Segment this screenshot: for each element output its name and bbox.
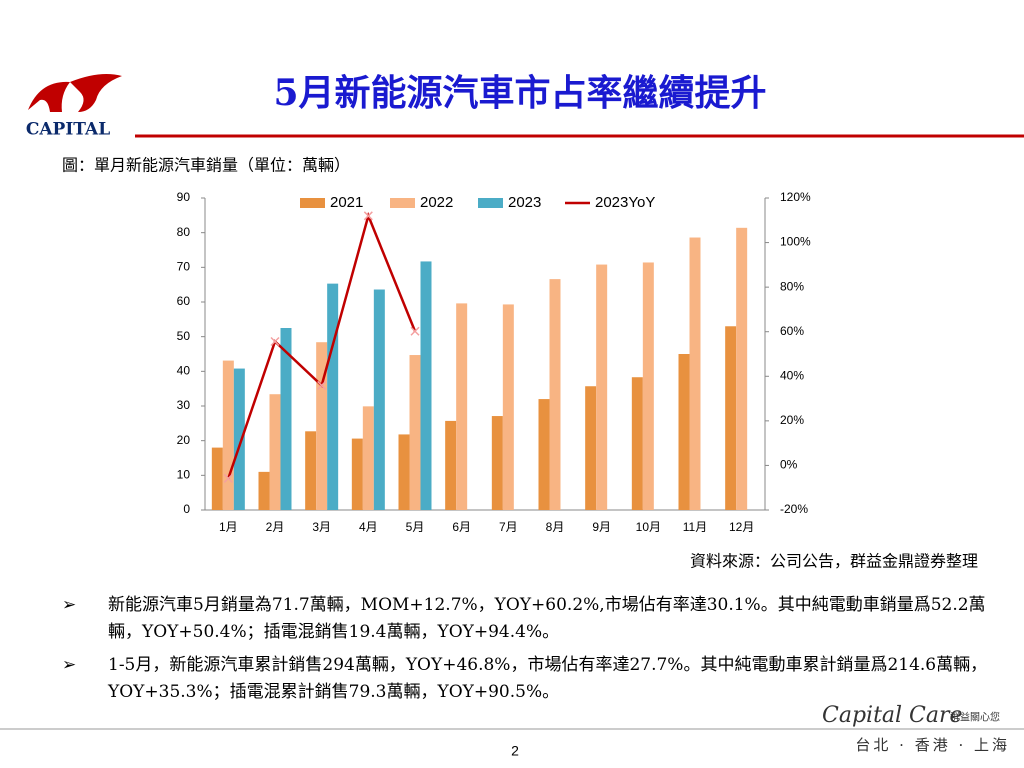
legend-swatch	[300, 198, 325, 208]
bar	[269, 394, 281, 510]
y2-tick-label: 80%	[780, 279, 804, 293]
y2-tick-label: 20%	[780, 413, 804, 427]
bar	[362, 406, 374, 510]
y-tick-label: 20	[177, 433, 191, 447]
x-tick-label: 12月	[729, 520, 754, 534]
bar	[373, 289, 385, 510]
y2-tick-label: 100%	[780, 235, 811, 249]
bullet-marker: ➢	[62, 655, 77, 675]
x-tick-label: 1月	[219, 520, 238, 534]
bar	[445, 420, 457, 510]
legend-label: 2022	[420, 194, 453, 211]
bar	[689, 237, 701, 510]
bar	[409, 355, 421, 510]
y-tick-label: 10	[177, 468, 191, 482]
bar	[736, 227, 748, 510]
bar	[538, 399, 550, 510]
y-tick-label: 0	[183, 502, 190, 516]
bullet-marker: ➢	[62, 595, 77, 615]
bar	[398, 434, 410, 510]
bar	[678, 354, 690, 510]
chart-caption: 圖：單月新能源汽車銷量（單位：萬輛）	[62, 156, 350, 175]
y-tick-label: 40	[177, 364, 191, 378]
footer-slogan: 群益關心您	[950, 711, 1000, 724]
point-marker	[317, 380, 327, 390]
bar	[642, 262, 654, 510]
y2-tick-label: 40%	[780, 368, 804, 382]
bar	[351, 438, 363, 510]
x-tick-label: 4月	[359, 520, 378, 534]
y2-tick-label: 0%	[780, 458, 798, 472]
point-marker	[363, 211, 373, 221]
logo-mark	[28, 81, 70, 112]
bar	[280, 328, 292, 510]
x-tick-label: 7月	[499, 520, 518, 534]
x-tick-label: 8月	[546, 520, 565, 534]
bar	[502, 304, 514, 510]
bar	[491, 416, 503, 510]
y-tick-label: 90	[177, 190, 191, 204]
bar	[420, 261, 432, 510]
bar	[327, 283, 339, 510]
legend-label: 2023YoY	[595, 194, 655, 211]
y-tick-label: 30	[177, 398, 191, 412]
legend-swatch	[390, 198, 415, 208]
y2-tick-label: 60%	[780, 324, 804, 338]
footer-cities: 台北 · 香港 · 上海	[855, 736, 1010, 754]
bar	[222, 360, 234, 510]
bar	[725, 326, 737, 510]
x-tick-label: 3月	[312, 520, 331, 534]
point-marker	[223, 473, 233, 483]
y2-tick-label: -20%	[780, 502, 808, 516]
y2-tick-label: 120%	[780, 190, 811, 204]
bar	[258, 471, 270, 510]
x-tick-label: 6月	[452, 520, 471, 534]
bar	[596, 264, 608, 510]
source: 資料來源：公司公告，群益金鼎證券整理	[690, 552, 978, 571]
bar	[305, 431, 317, 510]
bar	[233, 368, 245, 510]
bullet: ➢ 1-5月，新能源汽車累計銷售294萬輛，YOY+46.8%，市場佔有率達27.…	[62, 652, 990, 706]
page-number: 2	[511, 743, 519, 759]
slide-title: 5月新能源汽車市占率繼續提升	[273, 72, 766, 114]
x-tick-label: 9月	[592, 520, 611, 534]
y-tick-label: 50	[177, 329, 191, 343]
footer-brand: Capital Care	[822, 703, 963, 728]
point-marker	[410, 326, 420, 336]
logo-text: CAPITAL	[26, 120, 110, 140]
x-tick-label: 5月	[406, 520, 425, 534]
y-tick-label: 60	[177, 294, 191, 308]
point-marker	[270, 336, 280, 347]
bar	[456, 303, 468, 510]
y-tick-label: 80	[177, 225, 191, 239]
bar	[585, 386, 597, 510]
x-tick-label: 10月	[636, 520, 661, 534]
bullet-text: 1-5月，新能源汽車累計銷售294萬輛，YOY+46.8%，市場佔有率達27.7…	[108, 655, 988, 702]
bar	[631, 377, 643, 510]
x-tick-label: 11月	[683, 520, 707, 534]
legend-swatch	[478, 198, 503, 208]
bullet: ➢ 新能源汽車5月銷量為71.7萬輛，MOM+12.7%，YOY+60.2%,市場…	[62, 592, 990, 646]
legend-label: 2021	[330, 194, 363, 211]
bar	[211, 447, 223, 510]
bar	[316, 342, 328, 510]
x-tick-label: 2月	[266, 520, 285, 534]
legend-label: 2023	[508, 194, 541, 211]
bullet-text: 新能源汽車5月銷量為71.7萬輛，MOM+12.7%，YOY+60.2%,市場佔…	[108, 595, 986, 642]
bar	[549, 279, 561, 510]
y-tick-label: 70	[177, 260, 191, 274]
logo-mark	[70, 74, 122, 112]
